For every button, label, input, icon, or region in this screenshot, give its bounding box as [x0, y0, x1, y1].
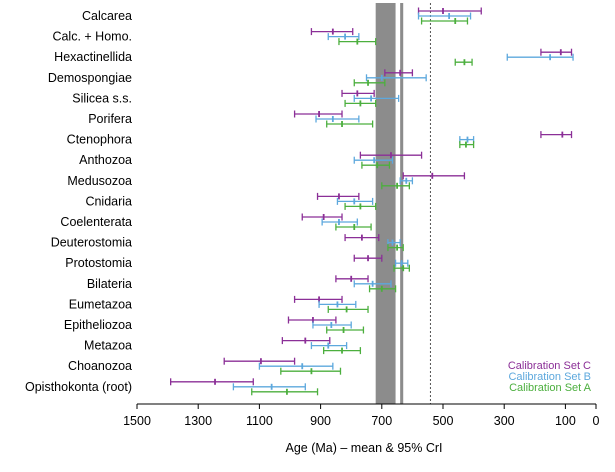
x-tick-label: 300	[494, 414, 515, 428]
clade-label: Epitheliozoa	[64, 318, 132, 332]
clade-label: Eumetazoa	[69, 297, 132, 311]
interval-bars	[170, 7, 574, 396]
interval-b	[353, 94, 400, 102]
interval-b	[232, 383, 306, 391]
interval-c	[359, 151, 423, 159]
x-axis-title: Age (Ma) – mean & 95% CrI	[285, 441, 442, 455]
x-tick-label: 100	[555, 414, 576, 428]
interval-c	[353, 254, 383, 262]
interval-b	[387, 239, 401, 247]
legend-item: Calibration Set A	[509, 382, 592, 394]
clade-label: Protostomia	[65, 256, 132, 270]
interval-b	[353, 280, 392, 288]
clade-labels: Calcarea Calc. + Homo. Hexactinellida Demos…	[25, 9, 132, 394]
clade-label: Bilateria	[87, 277, 132, 291]
interval-a	[327, 305, 369, 313]
interval-a	[344, 202, 377, 210]
clade-label: Silicea s.s.	[72, 91, 132, 105]
clade-label: Calc. + Homo.	[52, 30, 132, 44]
interval-b	[315, 115, 360, 123]
interval-b	[321, 218, 358, 226]
interval-c	[344, 234, 380, 242]
clade-label: Opisthokonta (root)	[25, 380, 132, 394]
shaded-band-2	[400, 3, 404, 404]
interval-a	[335, 223, 372, 231]
legend-item: Calibration Set C	[508, 360, 591, 372]
interval-b	[417, 12, 472, 20]
interval-c	[293, 295, 343, 303]
interval-c	[316, 192, 360, 200]
x-tick-label: 1300	[184, 414, 212, 428]
clade-label: Demospongiae	[48, 71, 132, 85]
interval-c	[540, 48, 573, 56]
clade-label: Calcarea	[82, 9, 132, 23]
interval-a	[361, 161, 391, 169]
interval-a	[420, 17, 469, 25]
interval-a	[344, 99, 377, 107]
x-tick-label: 900	[310, 414, 331, 428]
shaded-band-1	[375, 3, 396, 404]
interval-b	[327, 33, 360, 41]
interval-c	[287, 316, 337, 324]
x-tick-label: 1500	[123, 414, 151, 428]
interval-b	[336, 197, 374, 205]
x-tick-label: 700	[371, 414, 392, 428]
interval-a	[368, 285, 397, 293]
interval-b	[258, 362, 334, 370]
interval-a	[251, 388, 319, 396]
clade-label: Deuterostomia	[51, 236, 132, 250]
interval-b	[353, 156, 394, 164]
interval-c	[341, 89, 375, 97]
interval-a	[459, 141, 475, 149]
interval-c	[384, 69, 414, 77]
interval-b	[506, 53, 574, 61]
interval-b	[318, 300, 357, 308]
legend-item: Calibration Set B	[508, 371, 591, 383]
interval-a	[323, 347, 362, 355]
clade-label: Hexactinellida	[54, 50, 132, 64]
interval-c	[335, 275, 369, 283]
interval-a	[454, 58, 473, 66]
clade-label: Anthozoa	[79, 153, 132, 167]
interval-c	[293, 110, 343, 118]
interval-b	[394, 259, 409, 267]
x-axis: 1500 1300 1100 900 700 500 300 100 0	[123, 403, 600, 428]
interval-c	[402, 172, 466, 180]
interval-b	[365, 74, 427, 82]
x-tick-label: 0	[593, 414, 600, 428]
interval-a	[326, 120, 374, 128]
clade-label: Ctenophora	[67, 133, 132, 147]
interval-a	[338, 38, 377, 46]
interval-a	[381, 182, 410, 190]
interval-b	[310, 342, 348, 350]
interval-c	[301, 213, 343, 221]
interval-c	[170, 378, 254, 386]
clade-label: Porifera	[88, 112, 132, 126]
interval-a	[326, 326, 365, 334]
interval-c	[540, 131, 573, 139]
interval-a	[353, 79, 386, 87]
clade-label: Choanozoa	[68, 359, 132, 373]
interval-a	[393, 264, 410, 272]
clade-label: Metazoa	[84, 339, 132, 353]
interval-b	[312, 321, 352, 329]
interval-c	[310, 28, 354, 36]
clade-label: Medusozoa	[67, 174, 132, 188]
interval-a	[387, 244, 404, 252]
shaded-bands	[375, 3, 404, 404]
clade-label: Cnidaria	[85, 194, 132, 208]
x-tick-label: 1100	[246, 414, 273, 428]
interval-b	[399, 177, 414, 185]
x-tick-label: 500	[433, 414, 454, 428]
interval-a	[280, 367, 342, 375]
interval-c	[281, 337, 331, 345]
clade-label: Coelenterata	[60, 215, 132, 229]
interval-c	[223, 357, 296, 365]
